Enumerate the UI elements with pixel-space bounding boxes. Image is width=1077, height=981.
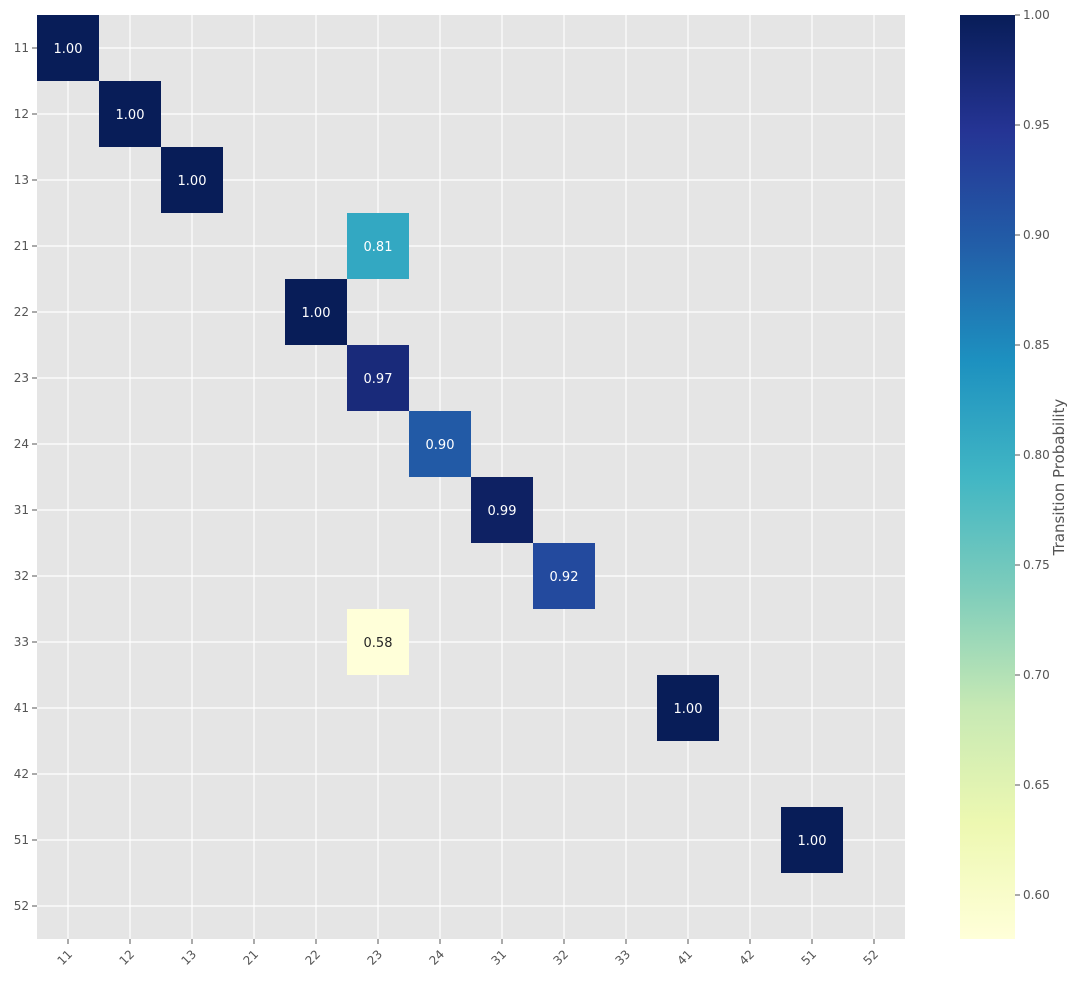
y-tick-label: 12 <box>14 107 29 121</box>
heatmap-cell <box>781 807 843 873</box>
y-tick-label: 42 <box>14 767 29 781</box>
y-tick-label: 21 <box>14 239 29 253</box>
colorbar-tick-label: 1.00 <box>1023 8 1050 22</box>
y-tick-label: 23 <box>14 371 29 385</box>
cell-value-label: 0.99 <box>488 504 517 519</box>
y-tick-label: 41 <box>14 701 29 715</box>
y-tick-label: 22 <box>14 305 29 319</box>
x-tick-label: 12 <box>116 947 137 968</box>
cell-value-label: 0.81 <box>364 240 393 255</box>
heatmap-cell <box>657 675 719 741</box>
x-tick-label: 51 <box>798 947 819 968</box>
y-tick-label: 33 <box>14 635 29 649</box>
cell-value-label: 0.97 <box>364 372 393 387</box>
colorbar-tick-label: 0.70 <box>1023 668 1050 682</box>
y-tick-label: 51 <box>14 833 29 847</box>
y-tick-label: 11 <box>14 41 29 55</box>
cell-value-label: 0.90 <box>426 438 455 453</box>
x-tick-label: 23 <box>364 947 385 968</box>
y-tick-label: 52 <box>14 899 29 913</box>
y-tick-label: 24 <box>14 437 29 451</box>
heatmap-cell <box>409 411 471 477</box>
heatmap-cell <box>533 543 595 609</box>
y-axis: 11 12 13 21 22 23 24 31 32 33 41 42 51 52 <box>14 41 37 913</box>
colorbar-tick-label: 0.60 <box>1023 888 1050 902</box>
cell-value-label: 1.00 <box>54 42 83 57</box>
x-tick-label: 42 <box>736 947 757 968</box>
y-tick-label: 32 <box>14 569 29 583</box>
x-tick-label: 41 <box>674 947 695 968</box>
x-tick-label: 22 <box>302 947 323 968</box>
x-tick-label: 11 <box>54 947 75 968</box>
cell-value-label: 1.00 <box>178 174 207 189</box>
y-tick-label: 13 <box>14 173 29 187</box>
x-tick-label: 13 <box>178 947 199 968</box>
colorbar-tick-label: 0.85 <box>1023 338 1050 352</box>
cell-value-label: 1.00 <box>116 108 145 123</box>
heatmap-cells: 1.00 1.00 1.00 0.81 1.00 0.97 0.90 0.99 0.92 0.58… <box>37 15 843 873</box>
cell-value-label: 0.92 <box>550 570 579 585</box>
y-tick-label: 31 <box>14 503 29 517</box>
colorbar: 0.60 0.65 0.70 0.75 0.80 0.85 0.90 0.95 1.00 Tra… <box>960 8 1068 939</box>
colorbar-label: Transition Probability <box>1050 399 1068 557</box>
heatmap-cell <box>471 477 533 543</box>
colorbar-tick-label: 0.75 <box>1023 558 1050 572</box>
cell-value-label: 1.00 <box>302 306 331 321</box>
heatmap-cell <box>37 15 99 81</box>
heatmap-cell <box>347 213 409 279</box>
cell-value-label: 0.58 <box>364 636 393 651</box>
heatmap-cell <box>347 609 409 675</box>
x-tick-label: 52 <box>860 947 881 968</box>
x-tick-label: 32 <box>550 947 571 968</box>
colorbar-tick-label: 0.65 <box>1023 778 1050 792</box>
x-tick-label: 21 <box>240 947 261 968</box>
cell-value-label: 1.00 <box>674 702 703 717</box>
heatmap-cell <box>161 147 223 213</box>
cell-value-label: 1.00 <box>798 834 827 849</box>
colorbar-tick-label: 0.90 <box>1023 228 1050 242</box>
x-tick-label: 24 <box>426 947 447 968</box>
x-axis: 11 12 13 21 22 23 24 31 32 33 41 42 51 52 <box>54 939 881 968</box>
x-tick-label: 33 <box>612 947 633 968</box>
x-tick-label: 31 <box>488 947 509 968</box>
colorbar-ticks: 0.60 0.65 0.70 0.75 0.80 0.85 0.90 0.95 1.00 <box>1015 8 1050 902</box>
colorbar-tick-label: 0.95 <box>1023 118 1050 132</box>
colorbar-scale <box>960 15 1015 939</box>
heatmap-cell <box>99 81 161 147</box>
colorbar-tick-label: 0.80 <box>1023 448 1050 462</box>
heatmap-cell <box>285 279 347 345</box>
heatmap-cell <box>347 345 409 411</box>
